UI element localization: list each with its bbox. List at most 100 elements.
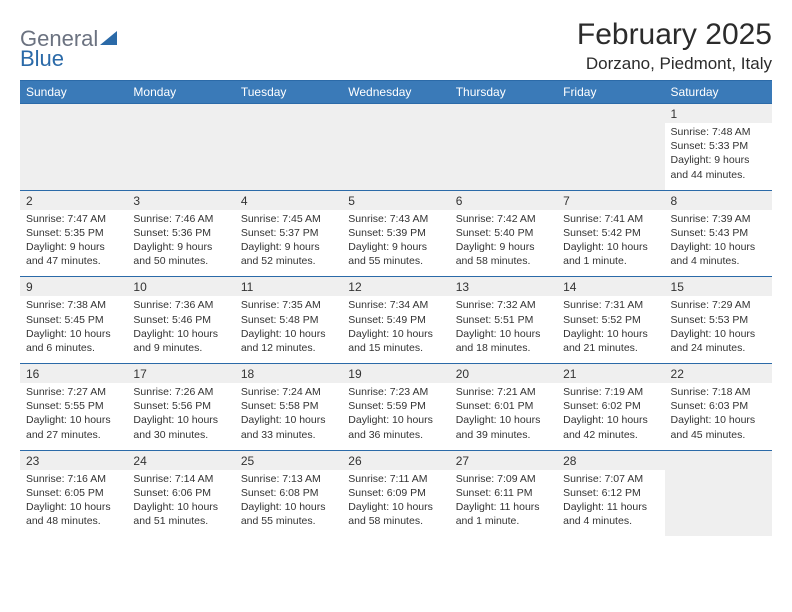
- date-number-row: 232425262728: [20, 450, 772, 470]
- sunset-text: Sunset: 6:06 PM: [133, 486, 228, 500]
- sunrise-text: Sunrise: 7:34 AM: [348, 298, 443, 312]
- date-detail-cell: [127, 123, 234, 190]
- date-number: 25: [235, 450, 342, 470]
- daylight-text-2: and 30 minutes.: [133, 428, 228, 442]
- daylight-text-2: and 1 minute.: [456, 514, 551, 528]
- date-number: [450, 104, 557, 124]
- sunset-text: Sunset: 5:45 PM: [26, 313, 121, 327]
- date-number: 21: [557, 364, 664, 384]
- sunset-text: Sunset: 6:03 PM: [671, 399, 766, 413]
- date-detail-cell: Sunrise: 7:11 AMSunset: 6:09 PMDaylight:…: [342, 470, 449, 537]
- sunrise-text: Sunrise: 7:11 AM: [348, 472, 443, 486]
- sunset-text: Sunset: 5:59 PM: [348, 399, 443, 413]
- day-header: Monday: [127, 81, 234, 104]
- daylight-text-1: Daylight: 10 hours: [133, 413, 228, 427]
- date-number: 5: [342, 190, 449, 210]
- daylight-text-2: and 6 minutes.: [26, 341, 121, 355]
- date-number: 4: [235, 190, 342, 210]
- date-detail-cell: Sunrise: 7:29 AMSunset: 5:53 PMDaylight:…: [665, 296, 772, 363]
- logo-text-blue: Blue: [20, 46, 64, 71]
- sunrise-text: Sunrise: 7:32 AM: [456, 298, 551, 312]
- date-number: 20: [450, 364, 557, 384]
- daylight-text-1: Daylight: 10 hours: [26, 327, 121, 341]
- daylight-text-1: Daylight: 10 hours: [26, 413, 121, 427]
- date-detail-cell: Sunrise: 7:39 AMSunset: 5:43 PMDaylight:…: [665, 210, 772, 277]
- daylight-text-1: Daylight: 10 hours: [241, 500, 336, 514]
- sunset-text: Sunset: 6:09 PM: [348, 486, 443, 500]
- sunset-text: Sunset: 5:53 PM: [671, 313, 766, 327]
- date-detail-row: Sunrise: 7:38 AMSunset: 5:45 PMDaylight:…: [20, 296, 772, 363]
- daylight-text-1: Daylight: 10 hours: [563, 413, 658, 427]
- date-number: 28: [557, 450, 664, 470]
- daylight-text-1: Daylight: 10 hours: [348, 413, 443, 427]
- date-number: 24: [127, 450, 234, 470]
- sunset-text: Sunset: 6:05 PM: [26, 486, 121, 500]
- daylight-text-2: and 18 minutes.: [456, 341, 551, 355]
- daylight-text-1: Daylight: 10 hours: [671, 413, 766, 427]
- daylight-text-2: and 51 minutes.: [133, 514, 228, 528]
- daylight-text-2: and 4 minutes.: [563, 514, 658, 528]
- date-number: 1: [665, 104, 772, 124]
- month-title: February 2025: [577, 18, 772, 52]
- date-detail-row: Sunrise: 7:27 AMSunset: 5:55 PMDaylight:…: [20, 383, 772, 450]
- date-number: [20, 104, 127, 124]
- sunset-text: Sunset: 6:02 PM: [563, 399, 658, 413]
- date-detail-cell: Sunrise: 7:27 AMSunset: 5:55 PMDaylight:…: [20, 383, 127, 450]
- sunset-text: Sunset: 5:37 PM: [241, 226, 336, 240]
- date-detail-cell: Sunrise: 7:46 AMSunset: 5:36 PMDaylight:…: [127, 210, 234, 277]
- date-detail-cell: Sunrise: 7:09 AMSunset: 6:11 PMDaylight:…: [450, 470, 557, 537]
- day-header: Wednesday: [342, 81, 449, 104]
- date-detail-row: Sunrise: 7:16 AMSunset: 6:05 PM Daylight:…: [20, 470, 772, 537]
- sunrise-text: Sunrise: 7:29 AM: [671, 298, 766, 312]
- day-header: Saturday: [665, 81, 772, 104]
- sunset-text: Sunset: 5:48 PM: [241, 313, 336, 327]
- date-number: 3: [127, 190, 234, 210]
- sunset-text: Sunset: 5:51 PM: [456, 313, 551, 327]
- sunset-text: Sunset: 6:08 PM: [241, 486, 336, 500]
- sunrise-text: Sunrise: 7:39 AM: [671, 212, 766, 226]
- location: Dorzano, Piedmont, Italy: [577, 54, 772, 74]
- date-number: 12: [342, 277, 449, 297]
- date-number-row: 16171819202122: [20, 364, 772, 384]
- date-number: 27: [450, 450, 557, 470]
- date-number: 6: [450, 190, 557, 210]
- daylight-text-1: Daylight: 11 hours: [456, 500, 551, 514]
- daylight-text-2: and 9 minutes.: [133, 341, 228, 355]
- sunrise-text: Sunrise: 7:45 AM: [241, 212, 336, 226]
- daylight-text-2: and 21 minutes.: [563, 341, 658, 355]
- daylight-text-1: Daylight: 10 hours: [671, 327, 766, 341]
- date-number: 23: [20, 450, 127, 470]
- date-number: 22: [665, 364, 772, 384]
- sunrise-text: Sunrise: 7:13 AM: [241, 472, 336, 486]
- sunrise-text: Sunrise: 7:18 AM: [671, 385, 766, 399]
- sunset-text: Sunset: 5:42 PM: [563, 226, 658, 240]
- date-detail-cell: Sunrise: 7:48 AMSunset: 5:33 PMDaylight:…: [665, 123, 772, 190]
- date-detail-cell: [557, 123, 664, 190]
- sunrise-text: Sunrise: 7:31 AM: [563, 298, 658, 312]
- logo-text-blue-wrap: Blue: [20, 46, 64, 72]
- date-detail-cell: Sunrise: 7:07 AMSunset: 6:12 PMDaylight:…: [557, 470, 664, 537]
- date-detail-cell: Sunrise: 7:43 AMSunset: 5:39 PMDaylight:…: [342, 210, 449, 277]
- date-number: 14: [557, 277, 664, 297]
- daylight-text-2: and 12 minutes.: [241, 341, 336, 355]
- sunset-text: Sunset: 5:55 PM: [26, 399, 121, 413]
- day-header-row: SundayMondayTuesdayWednesdayThursdayFrid…: [20, 81, 772, 104]
- daylight-text-2: and 27 minutes.: [26, 428, 121, 442]
- sunrise-text: Sunrise: 7:47 AM: [26, 212, 121, 226]
- date-number: 19: [342, 364, 449, 384]
- daylight-text-2: and 45 minutes.: [671, 428, 766, 442]
- date-number: 13: [450, 277, 557, 297]
- sunset-text: Sunset: 5:56 PM: [133, 399, 228, 413]
- daylight-text-2: and 47 minutes.: [26, 254, 121, 268]
- date-number-row: 1: [20, 104, 772, 124]
- sunrise-text: Sunrise: 7:24 AM: [241, 385, 336, 399]
- sunrise-text: Sunrise: 7:16 AM: [26, 472, 121, 486]
- date-detail-cell: Sunrise: 7:36 AMSunset: 5:46 PMDaylight:…: [127, 296, 234, 363]
- date-number-row: 2345678: [20, 190, 772, 210]
- date-number: 16: [20, 364, 127, 384]
- sunset-text: Sunset: 5:58 PM: [241, 399, 336, 413]
- date-detail-cell: Sunrise: 7:21 AMSunset: 6:01 PMDaylight:…: [450, 383, 557, 450]
- date-number: 2: [20, 190, 127, 210]
- daylight-text-1: Daylight: 9 hours: [348, 240, 443, 254]
- daylight-text-1: Daylight: 9 hours: [456, 240, 551, 254]
